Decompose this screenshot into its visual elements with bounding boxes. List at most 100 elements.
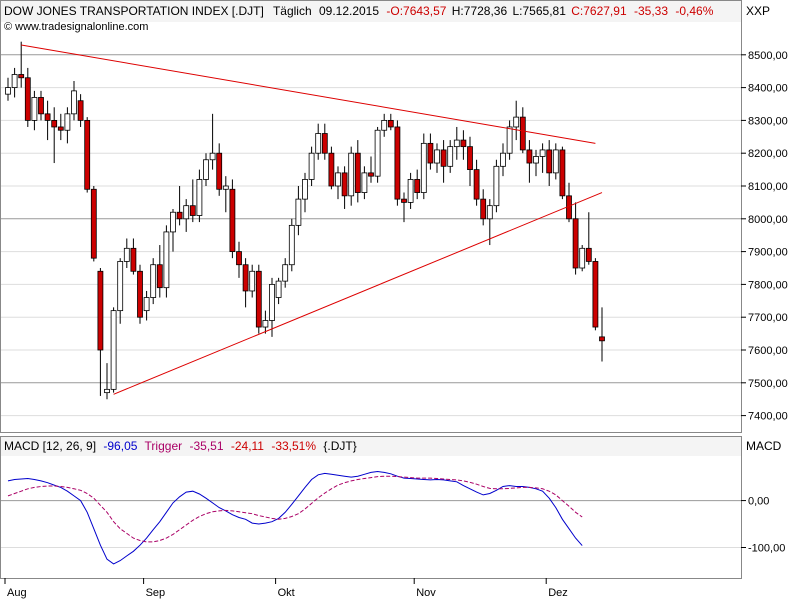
candle-down: [341, 172, 348, 197]
candle-up: [249, 270, 256, 292]
trigger-label: Trigger: [145, 439, 183, 453]
candle-down: [519, 116, 526, 151]
candle-up: [163, 231, 170, 289]
candle-down: [242, 264, 249, 292]
macd-tick-label: -100,00: [748, 543, 785, 555]
candle-down: [480, 198, 487, 220]
macd-plot-area: [1, 456, 741, 578]
candle-down: [255, 270, 262, 328]
candle-up: [71, 90, 77, 115]
candle-up: [533, 156, 539, 164]
candle-down: [18, 74, 25, 79]
chart-title: DOW JONES TRANSPORTATION INDEX [.DJT]: [4, 4, 264, 18]
candle-down: [24, 77, 31, 121]
candle-down: [473, 169, 480, 200]
price-tick-label: 8000,00: [748, 214, 788, 226]
candle-up: [203, 159, 209, 180]
candle-up: [579, 247, 586, 269]
ohlc-open: -O:7643,57: [386, 4, 446, 18]
candle-down: [156, 264, 163, 289]
candle-up: [110, 310, 117, 390]
macd-diff-pct: -33,51%: [271, 439, 316, 453]
candle-up: [64, 113, 71, 131]
candle-down: [90, 188, 97, 259]
price-y-axis: 8500,00 8400,00 8300,00 8200,00 8100,00 8000,…: [741, 50, 788, 423]
chart-period: Täglich: [273, 4, 312, 18]
candle-up: [348, 152, 355, 197]
candle-up: [117, 261, 124, 312]
candle-up: [288, 224, 295, 266]
candlestick-series: [5, 41, 605, 400]
trigger-line: [7, 475, 583, 543]
candle-up: [170, 211, 176, 233]
macd-header: MACD [12, 26, 9] -96,05 Trigger -35,51 -…: [4, 439, 357, 453]
price-tick-label: 7900,00: [748, 247, 788, 259]
macd-right-label: MACD: [746, 439, 782, 453]
candle-up: [31, 97, 38, 121]
candle-up: [275, 280, 282, 298]
x-tick-label: Dez: [548, 587, 568, 599]
candle-down: [216, 152, 223, 190]
candle-up: [11, 74, 18, 89]
candle-down: [77, 100, 84, 121]
macd-grid: [1, 500, 741, 548]
candle-down: [460, 139, 467, 148]
candle-down: [394, 126, 401, 200]
candle-down: [387, 120, 394, 128]
candle-up: [269, 283, 275, 321]
candle-down: [585, 247, 592, 262]
candle-up: [493, 165, 500, 207]
macd-name: MACD [12, 26, 9]: [4, 439, 96, 453]
candle-up: [222, 185, 229, 190]
price-tick-label: 8300,00: [748, 115, 788, 127]
candle-up: [335, 172, 341, 187]
candle-down: [57, 126, 64, 131]
candle-up: [539, 149, 546, 157]
candle-up: [302, 179, 308, 200]
candle-down: [572, 218, 579, 269]
chart-date: 09.12.2015: [319, 4, 379, 18]
price-grid: [1, 54, 741, 417]
candle-down: [427, 142, 434, 164]
candle-up: [447, 146, 454, 167]
candle-down: [401, 198, 407, 203]
price-header: DOW JONES TRANSPORTATION INDEX [.DJT] Tä…: [4, 4, 714, 18]
candle-down: [137, 270, 143, 318]
candle-down: [467, 146, 473, 170]
trend-lines: [21, 44, 603, 395]
change-percent: -0,46%: [675, 4, 713, 18]
macd-diff: -24,11: [231, 439, 264, 453]
candle-down: [328, 152, 335, 187]
candle-up: [374, 129, 381, 177]
candle-up: [506, 126, 513, 154]
trend-line-upper-resistance: [21, 44, 596, 144]
candle-down: [526, 149, 533, 164]
price-plot-area: [1, 22, 741, 432]
candle-up: [513, 116, 520, 128]
x-axis: Aug Sep Okt Nov Dez: [4, 578, 568, 599]
candle-up: [209, 152, 216, 161]
candle-down: [321, 133, 328, 154]
candle-up: [361, 172, 368, 193]
candle-down: [440, 149, 447, 167]
candle-up: [282, 264, 289, 282]
price-tick-label: 7800,00: [748, 279, 788, 291]
price-tick-label: 8200,00: [748, 148, 788, 160]
candle-down: [176, 211, 183, 220]
candle-up: [407, 179, 414, 203]
candle-down: [236, 251, 242, 266]
x-tick-label: Aug: [7, 587, 27, 599]
candle-down: [599, 336, 605, 342]
x-tick-label: Nov: [416, 587, 436, 599]
candle-up: [143, 297, 150, 312]
candle-up: [381, 120, 388, 131]
x-tick-label: Okt: [278, 587, 295, 599]
price-tick-label: 7700,00: [748, 312, 788, 324]
candle-down: [97, 270, 104, 351]
candle-up: [315, 133, 322, 154]
candle-down: [354, 152, 361, 193]
candle-up: [486, 205, 493, 220]
price-tick-label: 7600,00: [748, 345, 788, 357]
ohlc-low: L:7565,81: [513, 4, 567, 18]
